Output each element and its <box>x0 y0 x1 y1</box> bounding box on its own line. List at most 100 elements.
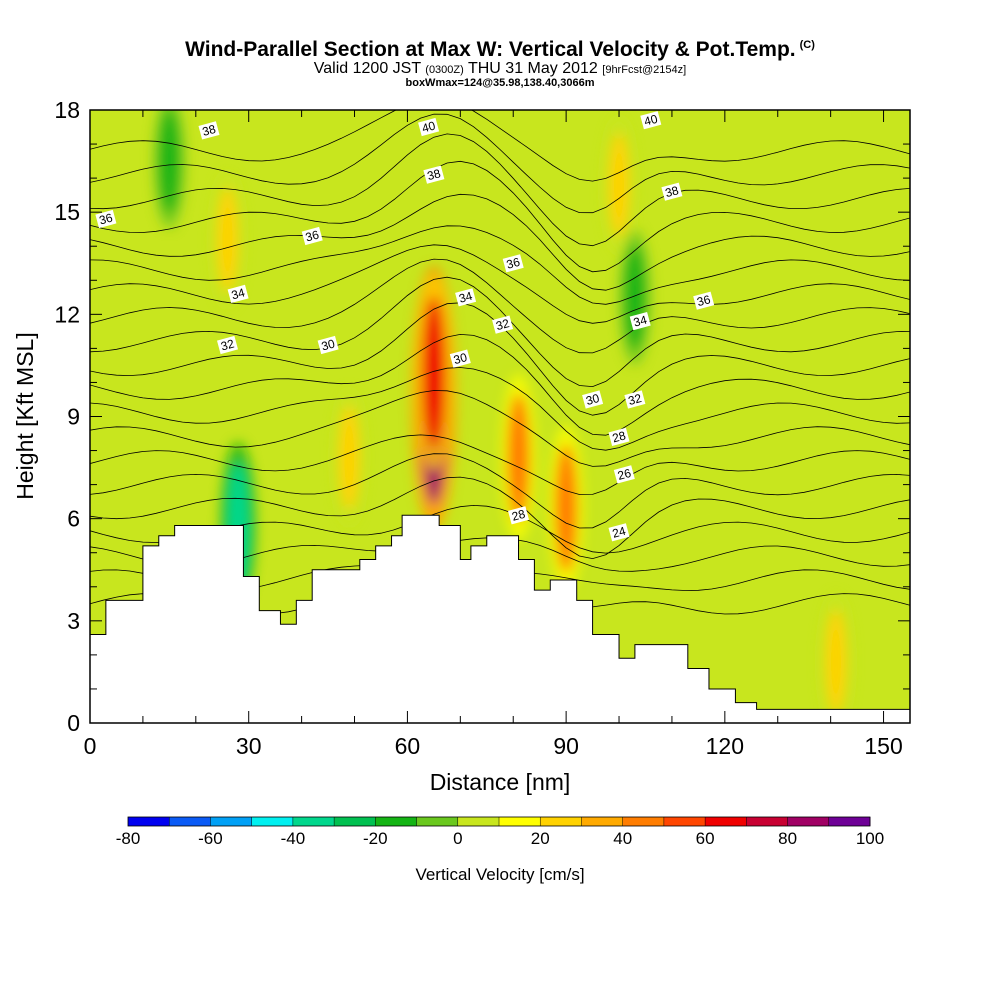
colorbar-tick-label: 100 <box>856 829 884 848</box>
x-tick-label: 90 <box>553 733 579 759</box>
colorbar-tick-label: 40 <box>613 829 632 848</box>
theta-label-text: 40 <box>420 118 437 135</box>
valid-date: THU 31 May 2012 <box>467 60 598 77</box>
theta-contour <box>90 225 910 305</box>
colorbar-swatch <box>540 817 582 826</box>
theta-contour <box>90 390 910 467</box>
colorbar: -80 -60 -40 -20 0 20 40 60 80 100 <box>116 816 884 848</box>
colorbar-tick-label: 80 <box>778 829 797 848</box>
theta-label-bg <box>661 182 683 201</box>
theta-contour <box>90 113 910 214</box>
theta-label-bg <box>492 315 514 334</box>
theta-contour <box>90 244 910 324</box>
theta-label-text: 38 <box>664 183 681 200</box>
y-tick-label: 18 <box>54 97 80 123</box>
velocity-cell <box>555 444 578 573</box>
theta-label-bg <box>227 284 249 303</box>
theta-label: 30 <box>582 390 604 409</box>
theta-label: 36 <box>502 254 524 273</box>
colorbar-tick-label: -80 <box>116 829 141 848</box>
theta-label: 34 <box>629 312 651 331</box>
theta-label-text: 28 <box>510 507 527 524</box>
colorbar-swatch <box>828 817 871 826</box>
theta-label: 30 <box>449 349 471 368</box>
theta-labels: 38 40 40 38 38 36 36 36 36 34 34 34 32 32 32 30 30 30 28 28… <box>95 111 715 542</box>
theta-label-bg <box>613 465 635 484</box>
theta-label: 24 <box>608 523 630 542</box>
theta-label-bg <box>317 335 339 355</box>
theta-label-text: 36 <box>505 255 522 272</box>
theta-label-bg <box>455 288 477 307</box>
theta-label-text: 30 <box>584 391 601 408</box>
velocity-field <box>153 110 852 723</box>
theta-label-text: 38 <box>201 122 218 139</box>
box-info: boxWmax=124@35.98,138.40,3066m <box>405 77 595 89</box>
velocity-cell <box>421 296 446 449</box>
theta-label: 32 <box>216 335 239 355</box>
x-tick-label: 60 <box>395 733 421 759</box>
theta-label-bg <box>423 165 445 184</box>
colorbar-swatch <box>292 817 335 826</box>
theta-label-text: 36 <box>98 210 115 227</box>
y-tick-label: 3 <box>67 608 80 634</box>
valid-utc: (0300Z) <box>425 64 464 76</box>
chart-title-text: Wind-Parallel Section at Max W: Vertical… <box>185 38 796 61</box>
colorbar-tick-label: -60 <box>198 829 223 848</box>
theta-label-text: 28 <box>611 428 628 445</box>
colorbar-swatch <box>787 817 830 826</box>
colorbar-swatch <box>622 817 665 826</box>
theta-label-text: 32 <box>219 336 236 353</box>
colorbar-swatch <box>210 817 253 826</box>
theta-label-text: 32 <box>627 391 644 408</box>
velocity-cell <box>159 110 180 214</box>
theta-label-text: 30 <box>452 350 469 367</box>
theta-contour <box>90 367 910 451</box>
theta-label: 30 <box>317 335 339 355</box>
theta-label-text: 34 <box>632 313 649 330</box>
theta-label-bg <box>449 349 471 368</box>
theta-label-text: 34 <box>457 289 474 306</box>
theta-label: 38 <box>661 182 683 201</box>
theta-label: 36 <box>301 226 323 246</box>
theta-contour <box>90 193 910 291</box>
theta-label: 40 <box>640 111 662 130</box>
theta-label-bg <box>582 390 604 409</box>
theta-contour <box>90 110 910 182</box>
x-axis-label: Distance [nm] <box>430 769 571 795</box>
velocity-cell <box>609 132 630 237</box>
x-tick-label: 120 <box>706 733 744 759</box>
theta-label-bg <box>418 117 440 137</box>
theta-label-text: 34 <box>230 285 247 302</box>
theta-label-text: 38 <box>426 166 443 183</box>
theta-contour <box>90 476 910 560</box>
theta-label-bg <box>629 312 651 331</box>
colorbar-swatch <box>663 817 706 826</box>
theta-label-text: 24 <box>611 524 628 541</box>
colorbar-swatch <box>499 817 541 826</box>
theta-label-bg <box>301 226 323 246</box>
velocity-cell <box>825 609 846 714</box>
theta-label: 36 <box>693 291 715 310</box>
y-axis-label: Height [Kft MSL] <box>12 332 38 499</box>
theta-label-bg <box>693 291 715 310</box>
y-tick-label: 9 <box>67 404 80 430</box>
theta-contour <box>90 258 910 354</box>
theta-label: 40 <box>418 117 440 137</box>
theta-label-bg <box>198 121 220 140</box>
theta-contour <box>90 160 910 273</box>
theta-label-bg <box>608 427 630 446</box>
theta-label: 28 <box>608 427 630 446</box>
theta-label: 28 <box>507 506 530 525</box>
theta-label-text: 26 <box>616 466 633 483</box>
theta-label-text: 32 <box>494 316 511 333</box>
colorbar-tick-label: 60 <box>696 829 715 848</box>
y-tick-label: 0 <box>67 710 80 736</box>
theta-label: 38 <box>198 121 220 140</box>
theta-label: 36 <box>95 209 117 229</box>
theta-label-bg <box>502 254 524 273</box>
theta-label-bg <box>507 506 530 525</box>
terrain-profile <box>90 514 910 723</box>
theta-label-text: 36 <box>695 292 712 309</box>
velocity-cell <box>217 187 238 292</box>
